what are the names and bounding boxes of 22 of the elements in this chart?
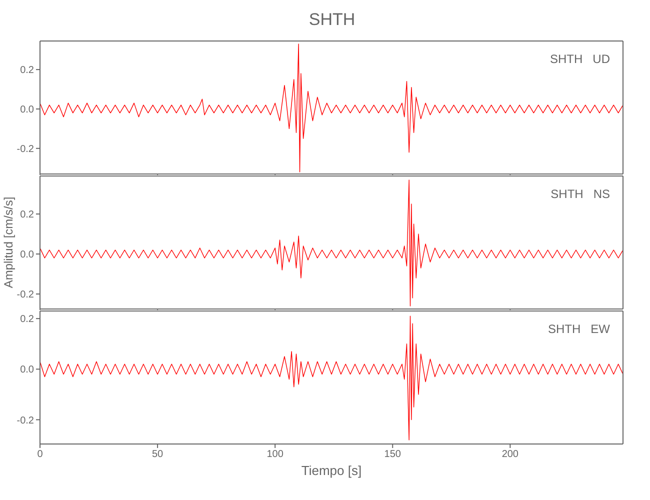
annotation: SHTH UD (550, 52, 610, 66)
x-tick-label: 200 (502, 449, 519, 460)
y-tick-label: 0.0 (20, 250, 34, 261)
annotation: SHTH EW (548, 322, 610, 336)
x-tick-label: 0 (37, 449, 44, 460)
y-tick-label: -0.2 (16, 415, 34, 426)
chart-title: SHTH (308, 10, 356, 30)
line-series (40, 180, 623, 306)
x-tick-label: 150 (384, 449, 402, 460)
y-tick-label: 0.0 (20, 104, 34, 116)
y-tick-label: -0.2 (16, 144, 34, 155)
line-series (40, 316, 623, 440)
y-axis-title: Amplitud [cm/s/s] (1, 196, 16, 288)
x-tick-label: 100 (266, 449, 284, 460)
y-tick-label: 0.2 (20, 210, 34, 221)
x-axis-title: Tiempo [s] (301, 463, 362, 478)
y-tick-label: -0.2 (16, 290, 34, 301)
y-tick-label: 0.0 (20, 364, 34, 376)
annotation: SHTH NS (550, 187, 610, 201)
y-tick-label: 0.2 (20, 65, 34, 76)
y-tick-label: 0.2 (20, 314, 34, 326)
x-tick-label: 50 (152, 449, 164, 460)
